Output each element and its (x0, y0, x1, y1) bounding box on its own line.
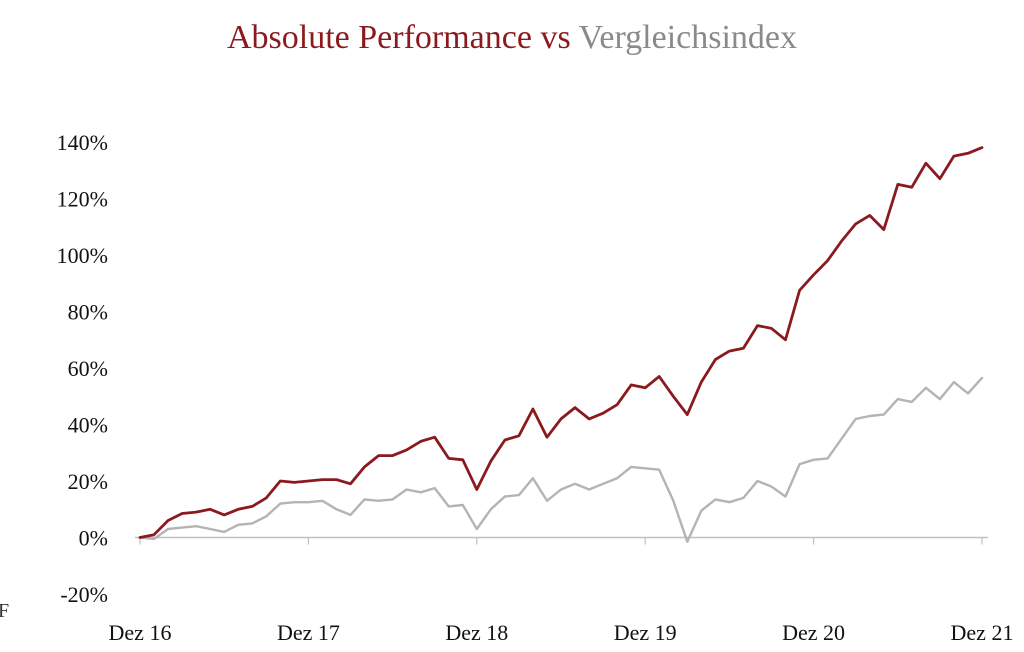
edge-fragment-text: F (0, 600, 10, 622)
title-separator: vs (531, 19, 579, 56)
y-tick-label: -20% (60, 582, 108, 607)
x-tick-label: Dez 20 (782, 620, 845, 645)
series-line-vergleichsindex (138, 376, 984, 543)
y-tick-label: 80% (68, 300, 108, 325)
y-tick-label: 60% (68, 356, 108, 381)
x-tick-label: Dez 17 (277, 620, 340, 645)
y-tick-label: 0% (79, 526, 108, 551)
x-tick-label: Dez 16 (109, 620, 172, 645)
chart-title: Absolute Performance vs Vergleichsindex (0, 16, 1024, 60)
title-benchmark-label: Vergleichsindex (578, 19, 798, 56)
y-tick-label: 100% (57, 243, 108, 268)
y-tick-label: 140% (57, 130, 108, 155)
title-fund-label: Absolute Performance (226, 19, 532, 56)
x-tick-label: Dez 21 (951, 620, 1014, 645)
series-line-absolute-performance (138, 146, 984, 539)
y-tick-label: 20% (68, 469, 108, 494)
y-tick-label: 40% (68, 413, 108, 438)
x-tick-label: Dez 19 (614, 620, 677, 645)
y-tick-label: 120% (57, 187, 108, 212)
x-tick-label: Dez 18 (445, 620, 508, 645)
